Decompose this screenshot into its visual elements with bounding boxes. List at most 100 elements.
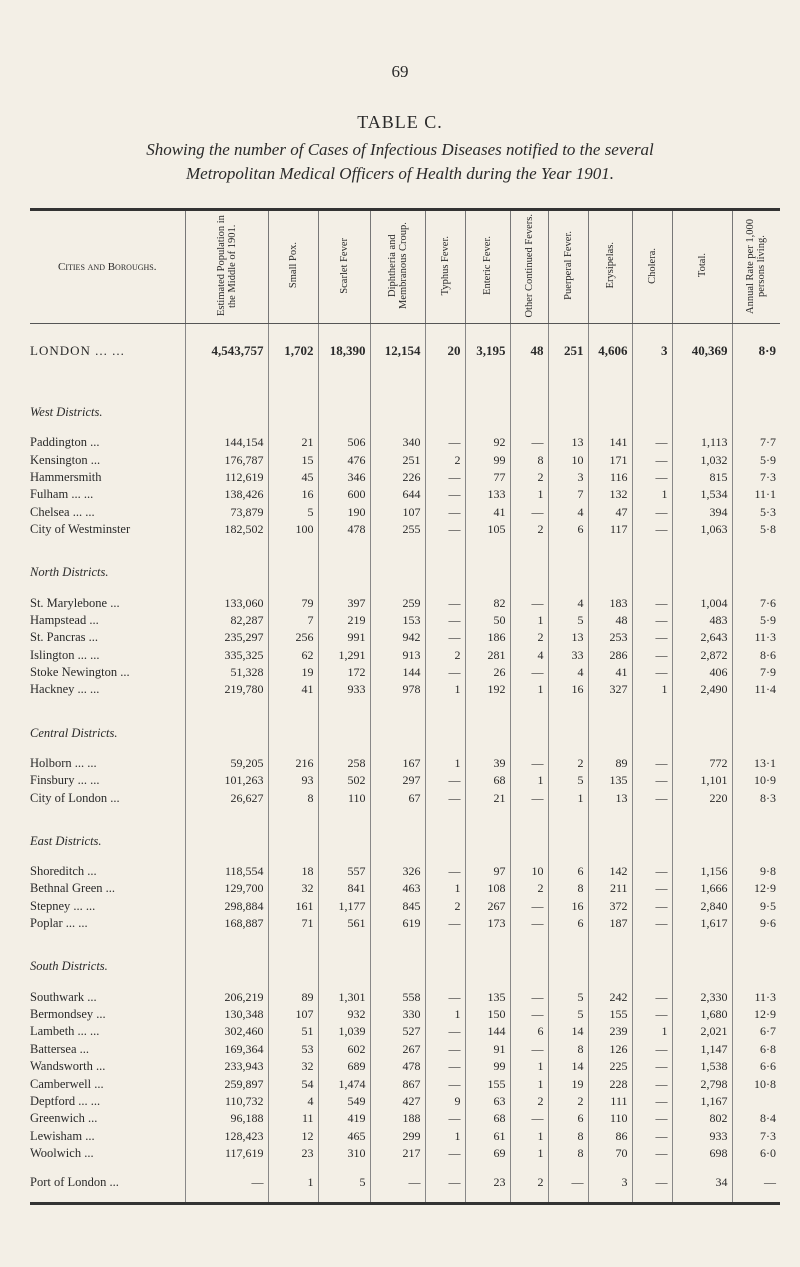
cell: 8·6 (731, 646, 780, 664)
spacer (464, 426, 510, 434)
cell: — (631, 503, 672, 521)
cell: — (509, 789, 548, 807)
spacer (184, 932, 268, 981)
cell: 1,167 (671, 1092, 732, 1111)
cell: 19 (267, 663, 318, 682)
row-name: Holborn ... ... (30, 755, 97, 770)
table-row: Hackney ... ... 219,780 41 933 978 1 192 1 16 327… (30, 681, 780, 699)
cell: 259 (369, 594, 425, 612)
table-row: Camberwell ... 259,897 54 1,474 867—155 1 19 22… (30, 1075, 780, 1093)
spacer (464, 746, 510, 755)
cell: — (184, 1162, 268, 1204)
spacer (369, 806, 425, 855)
cell: 7·6 (731, 594, 780, 612)
table-row: Woolwich ... 117,619 23 310 217—69 1 8 70—698 6·… (30, 1144, 780, 1163)
cell: 96,188 (184, 1110, 268, 1128)
cell: 7·3 (731, 468, 780, 487)
subtitle-line: Metropolitan Medical Officers of Health … (186, 164, 614, 183)
cell: — (631, 1162, 672, 1204)
cell: — (509, 1110, 548, 1128)
cell: 253 (587, 629, 632, 647)
spacer (671, 378, 732, 426)
cell: 5·8 (731, 520, 780, 539)
column-header-text: Enteric Fever. (482, 236, 493, 295)
cell: 845 (369, 897, 425, 916)
cell: 619 (369, 915, 425, 933)
spacer (267, 806, 318, 855)
spacer (464, 980, 510, 989)
cell: 133 (464, 486, 510, 504)
cell: 169,364 (184, 1040, 268, 1058)
cell: — (631, 915, 672, 933)
cell: 167 (369, 754, 425, 773)
cell: 255 (369, 520, 425, 539)
spacer (184, 426, 268, 434)
cell: — (424, 503, 465, 521)
spacer (464, 932, 510, 981)
cell: 144 (369, 663, 425, 682)
cell: 183 (587, 594, 632, 612)
cell: 1,702 (267, 323, 318, 378)
spacer (671, 698, 732, 747)
cell: 110 (317, 789, 370, 807)
cell: 93 (267, 772, 318, 790)
cell: 171 (587, 451, 632, 469)
row-name: Hampstead ... (30, 612, 99, 627)
spacer (587, 538, 632, 587)
cell: 19 (547, 1075, 588, 1093)
spacer (731, 698, 780, 747)
cell: 1,113 (671, 434, 732, 452)
cell: 11·3 (731, 629, 780, 647)
cell: 1,291 (317, 646, 370, 664)
cell: 932 (317, 1005, 370, 1024)
spacer (317, 698, 370, 747)
row-name: Hackney ... ... (30, 682, 100, 697)
cell: 1,101 (671, 772, 732, 790)
cell: 1 (547, 789, 588, 807)
cell: 91 (464, 1040, 510, 1058)
section-heading-row: South Districts. (30, 932, 780, 981)
spacer (30, 855, 185, 863)
cell: — (631, 988, 672, 1006)
cell: — (509, 915, 548, 933)
cell: — (631, 629, 672, 647)
spacer (464, 854, 510, 863)
table-row: Holborn ... ... 59,205 216 258 167 1 39—2 89—77… (30, 754, 780, 773)
cell: 297 (369, 772, 425, 790)
cell: 188 (369, 1110, 425, 1128)
row-name: Battersea ... (30, 1041, 90, 1056)
cell: 9·8 (731, 862, 780, 881)
row-name: Stoke Newington ... (30, 665, 130, 680)
cell: 8·3 (731, 789, 780, 807)
cell: — (631, 1092, 672, 1111)
cell: 1,032 (671, 451, 732, 469)
cell: 1 (509, 486, 548, 504)
cell: 1 (424, 754, 465, 773)
spacer (317, 932, 370, 981)
spacer (631, 538, 672, 587)
cell: 8 (267, 789, 318, 807)
spacer (731, 586, 780, 595)
spacer (369, 854, 425, 863)
cell: 16 (547, 897, 588, 916)
spacer (631, 586, 672, 595)
spacer-row (30, 980, 780, 989)
row-name: City of London ... (30, 790, 120, 805)
cell: 8 (547, 1040, 588, 1058)
cell: 5 (547, 772, 588, 790)
cell: 26,627 (184, 789, 268, 807)
row-name: Stepney ... ... (30, 898, 96, 913)
cell: 153 (369, 611, 425, 630)
cell: — (631, 1075, 672, 1093)
cell: 1,666 (671, 880, 732, 898)
spacer (547, 980, 588, 989)
cell: 6·0 (731, 1144, 780, 1163)
spacer (317, 746, 370, 755)
cell: 82 (464, 594, 510, 612)
cell: 4 (547, 503, 588, 521)
spacer (317, 378, 370, 426)
cell: — (631, 1005, 672, 1024)
cell: — (631, 1127, 672, 1145)
cell: 144 (464, 1023, 510, 1041)
cell: 310 (317, 1144, 370, 1163)
